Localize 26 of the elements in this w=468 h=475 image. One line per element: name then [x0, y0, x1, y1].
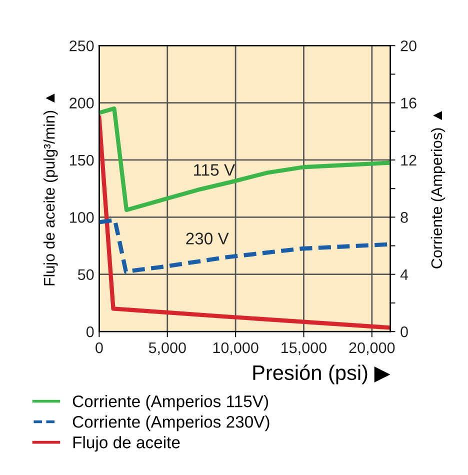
- x-tick-label: 15,000: [282, 342, 326, 355]
- y2-tick-label: 0: [400, 326, 408, 338]
- annotation: 115 V: [194, 164, 236, 176]
- y-tick-label: 50: [78, 269, 94, 280]
- x-tick-label: 20,000: [349, 342, 395, 355]
- y2-tick-label: 16: [401, 98, 416, 108]
- y-tick-label: 150: [70, 154, 94, 166]
- x-tick-label: 5,000: [148, 342, 186, 355]
- y2-tick-label: 8: [400, 212, 408, 223]
- annotation: 230 V: [186, 232, 229, 244]
- y-axis-title: Flujo de aceite (pulg³/min) ▲: [44, 94, 58, 286]
- y-tick-label: 200: [70, 98, 94, 108]
- x-tick-label: 0: [96, 342, 103, 354]
- legend-label: Flujo de aceite: [73, 436, 180, 452]
- legend-label: Corriente (Amperios 230V): [72, 416, 270, 432]
- y2-tick-label: 12: [401, 154, 416, 166]
- legend-label: Corriente (Amperios 115V): [72, 395, 268, 411]
- y-tick-label: 250: [70, 40, 94, 52]
- y2-tick-label: 20: [400, 40, 416, 52]
- x-tick-label: 10,000: [213, 342, 258, 355]
- line-series: [99, 106, 390, 212]
- x-axis-title: Presión (psi) ▶: [253, 364, 390, 384]
- y-tick-label: 0: [86, 326, 94, 338]
- y2-axis-title: Corriente (Amperios) ▲: [430, 111, 446, 268]
- y-tick-label: 100: [70, 212, 94, 223]
- y2-tick-label: 4: [400, 269, 408, 280]
